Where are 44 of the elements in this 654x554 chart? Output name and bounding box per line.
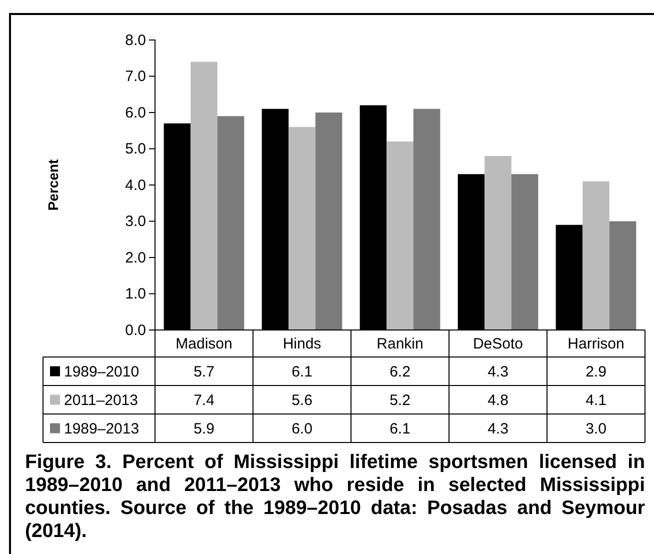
data-label: 6.2 <box>390 363 410 380</box>
data-label: 3.0 <box>586 420 606 438</box>
data-label: 2.9 <box>586 363 606 380</box>
y-tick-label: 6.0 <box>125 104 146 122</box>
x-tick-label: Hinds <box>282 336 322 352</box>
y-tick-label: 3.0 <box>125 213 146 230</box>
data-label: 4.3 <box>488 420 508 438</box>
data-label: 6.1 <box>292 363 312 380</box>
legend-label: 1989–2010 <box>64 363 140 380</box>
x-tick-label: Madison <box>176 336 232 352</box>
bar <box>413 108 440 330</box>
data-label: 4.8 <box>488 392 508 409</box>
data-label: 5.6 <box>292 392 312 409</box>
y-tick-label: 7.0 <box>125 68 146 86</box>
data-label: 7.4 <box>194 392 214 409</box>
bar <box>315 112 342 330</box>
y-axis-title: Percent <box>45 158 61 211</box>
data-label: 6.1 <box>390 420 410 438</box>
data-label: 4.1 <box>586 392 606 409</box>
caption: Figure 3. Percent of Mississippi lifetime sportsmen licensed in 1989–2010 and 2011–2013 who reside in selected Mississippi counties. Source of the 1989–2010 data: Posadas and Seymour (2014). <box>25 451 645 543</box>
data-label: 5.9 <box>194 420 214 438</box>
y-tick-label: 8.0 <box>125 32 146 49</box>
y-tick-label: 2.0 <box>125 249 146 266</box>
bar <box>582 181 610 330</box>
data-label: 5.7 <box>194 363 214 380</box>
y-tick-label: 4.0 <box>125 176 146 194</box>
bar <box>511 174 538 330</box>
data-label: 4.3 <box>488 363 508 380</box>
y-tick-label: 5.0 <box>125 140 146 158</box>
bar <box>386 142 414 330</box>
data-label: 5.2 <box>390 392 410 409</box>
legend-label: 1989–2013 <box>64 420 140 438</box>
bar <box>190 62 218 330</box>
x-tick-label: Rankin <box>376 336 424 352</box>
y-tick-label: 1.0 <box>125 286 146 303</box>
data-label: 6.0 <box>292 420 312 438</box>
bar <box>484 156 512 330</box>
x-tick-label: DeSoto <box>472 336 524 352</box>
bar <box>288 127 316 330</box>
bar <box>609 221 636 330</box>
x-tick-label: Harrison <box>568 336 624 352</box>
legend-label: 2011–2013 <box>64 392 138 409</box>
bar <box>217 116 244 330</box>
y-tick-label: 0.0 <box>125 322 146 339</box>
